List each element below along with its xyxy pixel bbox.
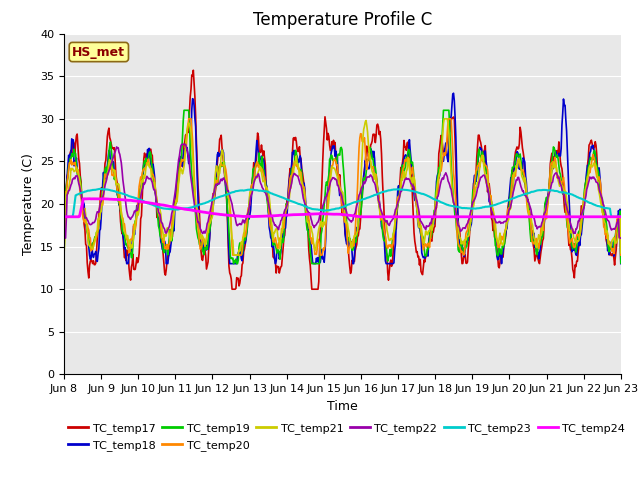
- TC_temp21: [70, 169, 78, 175]
- TC_temp19: [230, 261, 237, 266]
- Line: TC_temp23: TC_temp23: [64, 189, 621, 217]
- Title: Temperature Profile C: Temperature Profile C: [253, 11, 432, 29]
- TC_temp24: [60, 214, 68, 220]
- TC_temp23: [411, 189, 419, 194]
- TC_temp19: [617, 260, 625, 266]
- TC_temp20: [127, 237, 135, 243]
- Line: TC_temp21: TC_temp21: [64, 119, 621, 255]
- TC_temp17: [60, 256, 68, 262]
- TC_temp21: [410, 175, 418, 180]
- TC_temp23: [617, 214, 625, 220]
- TC_temp21: [127, 242, 135, 248]
- Line: TC_temp17: TC_temp17: [64, 70, 621, 289]
- TC_temp23: [60, 214, 68, 220]
- TC_temp23: [70, 204, 78, 210]
- TC_temp23: [128, 194, 136, 200]
- TC_temp17: [189, 67, 197, 73]
- TC_temp22: [127, 215, 135, 220]
- TC_temp20: [617, 252, 625, 258]
- TC_temp23: [96, 186, 104, 192]
- TC_temp24: [185, 207, 193, 213]
- Line: TC_temp22: TC_temp22: [64, 144, 621, 238]
- TC_temp19: [412, 197, 419, 203]
- TC_temp22: [60, 235, 68, 241]
- TC_temp19: [214, 181, 222, 187]
- Text: HS_met: HS_met: [72, 46, 125, 59]
- TC_temp21: [617, 250, 625, 256]
- TC_temp24: [128, 198, 136, 204]
- TC_temp19: [127, 254, 135, 260]
- TC_temp18: [411, 197, 419, 203]
- TC_temp17: [617, 259, 625, 264]
- TC_temp24: [617, 214, 625, 220]
- TC_temp18: [60, 250, 68, 256]
- TC_temp20: [411, 187, 419, 193]
- TC_temp18: [185, 161, 193, 167]
- TC_temp21: [184, 121, 192, 127]
- Line: TC_temp24: TC_temp24: [64, 199, 621, 217]
- TC_temp17: [214, 152, 222, 158]
- Line: TC_temp19: TC_temp19: [64, 110, 621, 264]
- TC_temp23: [214, 194, 222, 200]
- TC_temp19: [70, 146, 78, 152]
- TC_temp20: [214, 176, 222, 182]
- TC_temp21: [214, 168, 221, 174]
- X-axis label: Time: Time: [327, 400, 358, 413]
- TC_temp18: [70, 163, 78, 168]
- TC_temp18: [214, 150, 222, 156]
- TC_temp20: [184, 124, 192, 130]
- TC_temp17: [184, 130, 192, 135]
- TC_temp22: [70, 175, 78, 180]
- TC_temp24: [428, 214, 435, 220]
- TC_temp21: [426, 224, 434, 229]
- TC_temp24: [411, 214, 419, 220]
- TC_temp21: [440, 116, 448, 121]
- TC_temp22: [178, 142, 186, 147]
- TC_temp19: [60, 261, 68, 266]
- TC_temp18: [128, 240, 136, 246]
- TC_temp17: [70, 141, 78, 146]
- TC_temp18: [450, 90, 458, 96]
- TC_temp19: [428, 231, 436, 237]
- TC_temp19: [180, 108, 188, 113]
- TC_temp23: [428, 195, 435, 201]
- TC_temp22: [185, 154, 193, 160]
- TC_temp22: [617, 235, 625, 241]
- TC_temp24: [86, 196, 93, 202]
- TC_temp22: [428, 221, 435, 227]
- TC_temp22: [214, 180, 222, 186]
- TC_temp20: [185, 116, 193, 121]
- TC_temp17: [127, 264, 135, 270]
- TC_temp24: [70, 214, 78, 220]
- TC_temp21: [60, 252, 68, 258]
- TC_temp17: [412, 243, 419, 249]
- TC_temp20: [70, 162, 78, 168]
- TC_temp24: [214, 211, 222, 217]
- TC_temp18: [123, 261, 131, 266]
- Y-axis label: Temperature (C): Temperature (C): [22, 153, 35, 255]
- TC_temp23: [185, 205, 193, 211]
- TC_temp20: [428, 228, 435, 234]
- TC_temp18: [428, 226, 435, 232]
- TC_temp20: [60, 252, 68, 258]
- TC_temp22: [411, 190, 419, 195]
- TC_temp17: [228, 286, 236, 292]
- TC_temp19: [185, 108, 193, 113]
- TC_temp18: [617, 261, 625, 266]
- TC_temp17: [428, 238, 436, 244]
- Line: TC_temp18: TC_temp18: [64, 93, 621, 264]
- Legend: TC_temp17, TC_temp18, TC_temp19, TC_temp20, TC_temp21, TC_temp22, TC_temp23, TC_: TC_temp17, TC_temp18, TC_temp19, TC_temp…: [64, 419, 630, 455]
- Line: TC_temp20: TC_temp20: [64, 119, 621, 255]
